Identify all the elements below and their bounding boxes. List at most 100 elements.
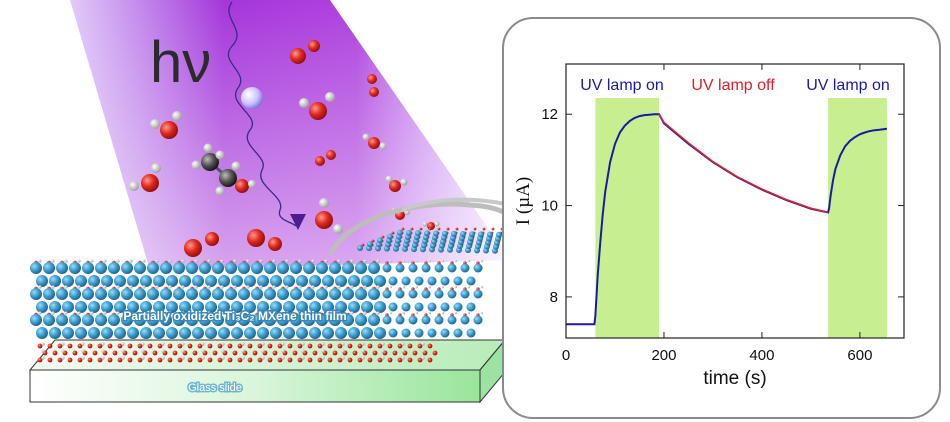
hydrogen-atom	[401, 356, 405, 360]
hydrogen-atom	[298, 311, 302, 315]
ti-atom	[296, 327, 308, 339]
gas-molecules	[129, 40, 440, 257]
oxygen-atom	[437, 227, 441, 231]
ti-atom	[251, 262, 263, 274]
ti-atom	[440, 276, 450, 286]
ti-atom	[460, 263, 470, 273]
oxygen-atom	[167, 343, 173, 349]
oxygen-molecule	[290, 40, 320, 64]
hydrogen-atom	[301, 349, 305, 353]
oxygen-atom	[407, 357, 413, 363]
ti-atom	[342, 288, 354, 300]
ti-atom	[108, 262, 120, 274]
hydrogen-atom	[441, 285, 445, 289]
oxygen-atom	[252, 350, 258, 356]
ti-atom	[153, 301, 165, 313]
hydrogen-atom	[311, 259, 315, 263]
hydrogen-atom	[341, 342, 345, 346]
ti-atom	[283, 275, 295, 287]
hydrogen-atom	[41, 342, 45, 346]
x-tick-label: 400	[749, 347, 774, 364]
ti-atom	[395, 263, 405, 273]
ti-atom	[427, 302, 437, 312]
hydrogen-atom	[381, 349, 385, 353]
photon-icon	[227, 1, 306, 230]
oxygen-atom	[432, 350, 438, 356]
hydrogen-atom	[194, 259, 198, 263]
oxygen-atom	[332, 350, 338, 356]
hydrogen-atom	[116, 285, 120, 289]
ti-atom	[277, 314, 289, 326]
oxygen-molecule	[247, 229, 282, 251]
ti-atom	[414, 276, 424, 286]
hydrogen-atom	[259, 259, 263, 263]
hydrogen-atom	[90, 311, 94, 315]
oxygen-atom	[417, 343, 423, 349]
hydrogen-atom	[161, 349, 165, 353]
hydrogen-atom	[241, 356, 245, 360]
ti-atom	[88, 301, 100, 313]
y-tick-label: 10	[541, 198, 558, 215]
ti-atom	[277, 288, 289, 300]
oxygen-atom	[347, 357, 353, 363]
ti-atom	[160, 314, 172, 326]
ti-atom	[186, 314, 198, 326]
hydrogen-atom	[64, 285, 68, 289]
hydrogen-atom	[181, 285, 185, 289]
hydrogen-atom	[61, 349, 65, 353]
oxygen-atom	[67, 343, 73, 349]
ti-atom	[367, 241, 373, 248]
oxygen-atom	[257, 343, 263, 349]
ti-atom	[408, 263, 418, 273]
oxygen-molecule	[315, 150, 336, 166]
hydrogen-atom	[241, 342, 245, 346]
oxygen-atom	[455, 227, 459, 231]
oxygen-atom	[77, 343, 83, 349]
ti-atom	[460, 315, 470, 325]
oxygen-atom	[419, 227, 423, 231]
water-molecule	[422, 221, 440, 230]
ti-atom	[43, 288, 55, 300]
ti-atom	[56, 288, 68, 300]
ti-atom	[451, 230, 457, 237]
ti-atom	[166, 301, 178, 313]
oxygen-molecule	[184, 232, 219, 257]
ti-atom	[316, 314, 328, 326]
uv-on-shaded-region	[828, 98, 887, 338]
oxygen-atom	[207, 343, 213, 349]
hydrogen-atom	[415, 259, 419, 263]
oxygen-atom	[307, 343, 313, 349]
oxygen-atom	[157, 343, 163, 349]
ti-atom	[101, 301, 113, 313]
oxygen-atom	[397, 343, 403, 349]
hydrogen-atom	[361, 356, 365, 360]
hydrogen-atom	[61, 356, 65, 360]
oxygen-atom	[357, 357, 363, 363]
uv-light-beam	[70, 0, 510, 270]
hydrogen-atom	[337, 259, 341, 263]
ti-atom	[283, 327, 295, 339]
ti-atom	[329, 262, 341, 274]
ti-atom	[473, 315, 483, 325]
hydrogen-atom	[90, 259, 94, 263]
ti-atom	[225, 288, 237, 300]
oxygen-atom	[327, 343, 333, 349]
photon-label: hν	[150, 30, 211, 95]
oxygen-atom	[371, 239, 375, 243]
ti-atom	[257, 275, 269, 287]
oxygen-atom	[232, 350, 238, 356]
ti-atom	[205, 301, 217, 313]
ti-atom	[166, 275, 178, 287]
hydrogen-atom	[428, 311, 432, 315]
ti-atom	[199, 314, 211, 326]
x-axis-label: time (s)	[703, 368, 766, 389]
ti-atom	[160, 288, 172, 300]
ti-atom	[290, 288, 302, 300]
ti-atom	[238, 288, 250, 300]
ti-atom	[225, 262, 237, 274]
oxygen-atom	[247, 357, 253, 363]
hydrogen-atom	[201, 342, 205, 346]
ti-atom	[357, 245, 363, 251]
hydrogen-atom	[207, 259, 211, 263]
oxygen-atom	[177, 357, 183, 363]
